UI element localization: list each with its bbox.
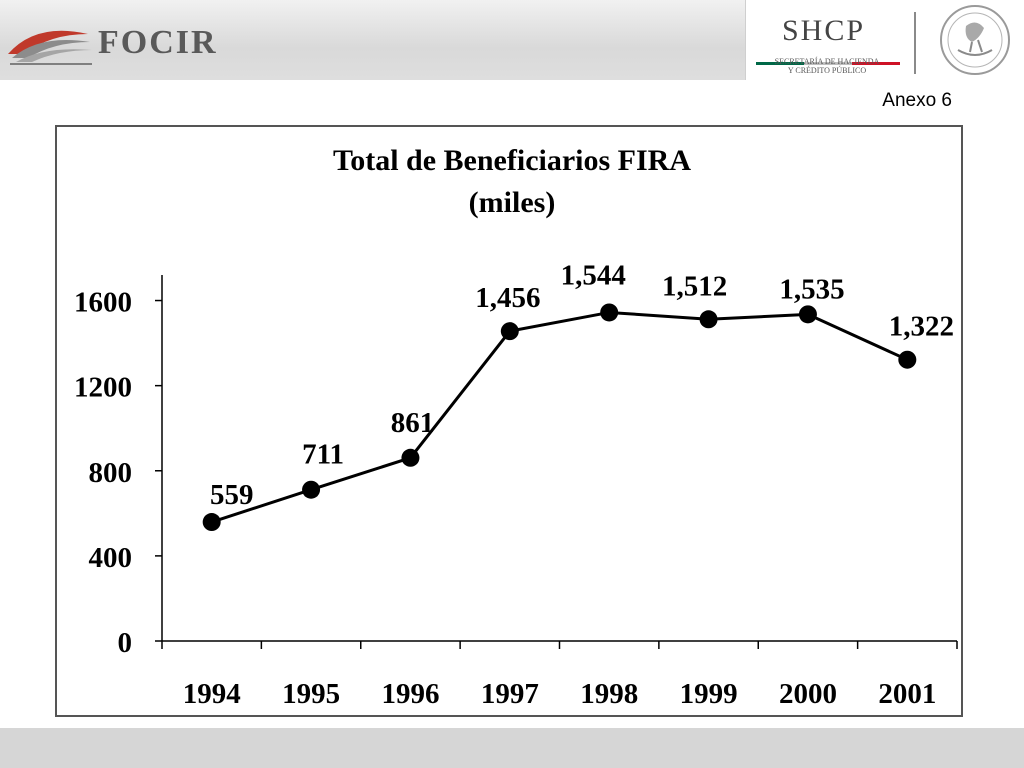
- shcp-subtitle-line-2: Y CRÉDITO PÚBLICO: [787, 66, 867, 75]
- y-tick-label: 1200: [74, 372, 132, 404]
- x-tick-label: 1994: [183, 678, 241, 710]
- focir-wing-icon: [8, 30, 92, 65]
- data-label: 1,535: [779, 273, 844, 305]
- chart-frame: Total de Beneficiarios FIRA (miles) 0 400…: [55, 125, 963, 717]
- header-left-band: FOCIR: [0, 0, 745, 80]
- data-point: [898, 350, 917, 369]
- header-right-band: SHCP SECRETARÍA DE HACIENDA Y CRÉDITO PÚ…: [745, 0, 1024, 80]
- shcp-logo-text: SHCP: [782, 14, 866, 47]
- data-label: 1,456: [475, 282, 540, 314]
- line-chart: Total de Beneficiarios FIRA (miles) 0 400…: [74, 144, 958, 710]
- shcp-logo: SHCP SECRETARÍA DE HACIENDA Y CRÉDITO PÚ…: [756, 12, 916, 78]
- data-label: 1,544: [561, 259, 626, 291]
- chart-title: Total de Beneficiarios FIRA: [333, 144, 691, 177]
- x-tick-label: 1999: [680, 678, 738, 710]
- annex-label: Anexo 6: [882, 90, 952, 111]
- y-tick-label: 1600: [74, 287, 132, 319]
- data-label: 1,322: [889, 311, 954, 343]
- x-tick-label: 2000: [779, 678, 837, 710]
- x-tick-label: 2001: [878, 678, 936, 710]
- chart-axes: 0 400 800 1200 1600 1994 1995 1996 1997 1998 1999 2…: [74, 275, 958, 710]
- y-tick-label: 0: [118, 627, 133, 659]
- data-point: [500, 322, 519, 341]
- shcp-tricolor-line: [756, 52, 904, 65]
- data-label: 1,512: [662, 270, 727, 302]
- data-label: 861: [391, 407, 435, 439]
- data-point: [798, 305, 817, 324]
- footer-band: [0, 728, 1024, 768]
- shcp-logo-subtitle: SECRETARÍA DE HACIENDA Y CRÉDITO PÚBLICO: [768, 57, 886, 75]
- data-point: [600, 303, 619, 322]
- data-point: [302, 480, 321, 499]
- focir-logo: FOCIR: [6, 20, 226, 70]
- y-tick-label: 400: [89, 542, 133, 574]
- data-label: 559: [210, 479, 254, 511]
- shcp-subtitle-line-1: SECRETARÍA DE HACIENDA: [774, 57, 880, 66]
- header-divider: [914, 12, 916, 74]
- y-tick-label: 800: [89, 457, 133, 489]
- x-tick-label: 1998: [580, 678, 638, 710]
- data-point: [202, 513, 221, 532]
- x-tick-label: 1995: [282, 678, 340, 710]
- x-tick-label: 1997: [481, 678, 539, 710]
- x-tick-label: 1996: [381, 678, 439, 710]
- data-point: [699, 310, 718, 329]
- chart-subtitle: (miles): [469, 186, 556, 219]
- series-line: [211, 310, 908, 524]
- mexican-seal-icon: [940, 5, 1010, 75]
- data-point: [401, 448, 420, 467]
- data-label: 711: [302, 439, 344, 471]
- focir-logo-text: FOCIR: [98, 24, 218, 61]
- chart-series: 559 711 861 1,456 1,544 1,512 1,535 1,322: [202, 259, 954, 532]
